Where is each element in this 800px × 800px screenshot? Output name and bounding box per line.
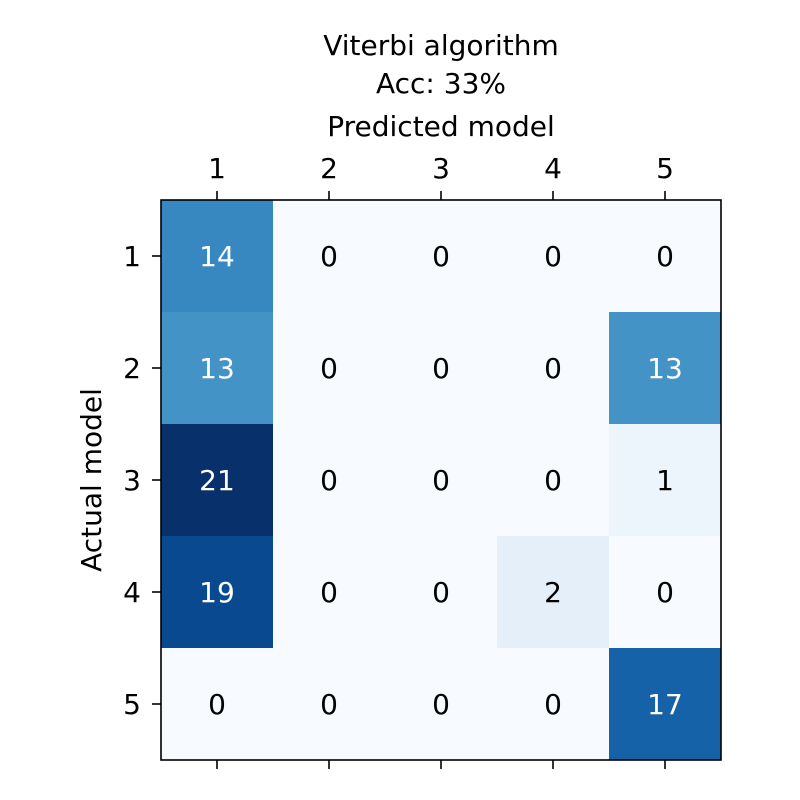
heatmap-cells xyxy=(161,200,722,761)
y-tick-label: 3 xyxy=(123,464,141,497)
heatmap-cell xyxy=(609,536,722,649)
x-tick-label: 3 xyxy=(432,152,450,185)
heatmap-cell xyxy=(273,200,386,313)
chart-title-line-1: Viterbi algorithm xyxy=(323,29,559,62)
x-axis-label: Predicted model xyxy=(327,110,555,143)
heatmap-cell xyxy=(609,424,722,537)
cell-value-label: 0 xyxy=(432,464,450,497)
cell-value-label: 0 xyxy=(544,464,562,497)
heatmap-cell xyxy=(161,200,274,313)
heatmap-cell xyxy=(273,312,386,425)
axis-ticks: 1 2 3 4 5 1 2 3 4 5 xyxy=(123,152,674,769)
cell-value-label: 1 xyxy=(656,464,674,497)
cell-value-label: 0 xyxy=(432,576,450,609)
x-tick-label: 5 xyxy=(656,152,674,185)
cell-value-label: 0 xyxy=(656,576,674,609)
heatmap-cell xyxy=(497,424,610,537)
y-tick-label: 2 xyxy=(123,352,141,385)
heatmap-cell xyxy=(385,648,498,761)
heatmap-cell xyxy=(161,648,274,761)
cell-value-label: 0 xyxy=(320,688,338,721)
cell-value-label: 19 xyxy=(199,576,235,609)
heatmap-cell xyxy=(497,200,610,313)
cell-value-label: 13 xyxy=(199,352,235,385)
heatmap-cell xyxy=(273,424,386,537)
x-tick-label: 2 xyxy=(320,152,338,185)
heatmap-cell xyxy=(273,536,386,649)
cell-value-label: 0 xyxy=(208,688,226,721)
heatmap-cell-labels: 14 0 0 0 0 13 0 0 0 13 21 0 0 0 1 19 0 0 2 0 0 0 0 0 17 xyxy=(199,240,683,721)
cell-value-label: 0 xyxy=(656,240,674,273)
cell-value-label: 0 xyxy=(320,240,338,273)
cell-value-label: 0 xyxy=(544,240,562,273)
heatmap-cell xyxy=(385,312,498,425)
y-axis-label: Actual model xyxy=(75,388,108,572)
chart-title-line-2: Acc: 33% xyxy=(376,67,506,100)
heatmap-cell xyxy=(497,536,610,649)
cell-value-label: 2 xyxy=(544,576,562,609)
cell-value-label: 13 xyxy=(647,352,683,385)
cell-value-label: 17 xyxy=(647,688,683,721)
cell-value-label: 21 xyxy=(199,464,235,497)
plot-frame xyxy=(160,199,722,761)
x-tick-label: 1 xyxy=(208,152,226,185)
cell-value-label: 0 xyxy=(544,688,562,721)
heatmap-cell xyxy=(609,200,722,313)
y-tick-label: 5 xyxy=(123,688,141,721)
cell-value-label: 0 xyxy=(320,576,338,609)
cell-value-label: 0 xyxy=(432,352,450,385)
heatmap-cell xyxy=(609,312,722,425)
heatmap-cell xyxy=(385,424,498,537)
heatmap-cell xyxy=(161,536,274,649)
cell-value-label: 0 xyxy=(432,240,450,273)
heatmap-cell xyxy=(161,312,274,425)
heatmap-cell xyxy=(609,648,722,761)
heatmap-cell xyxy=(161,424,274,537)
cell-value-label: 14 xyxy=(199,240,235,273)
cell-value-label: 0 xyxy=(544,352,562,385)
heatmap-cell xyxy=(497,312,610,425)
cell-value-label: 0 xyxy=(320,464,338,497)
heatmap-cell xyxy=(273,648,386,761)
cell-value-label: 0 xyxy=(432,688,450,721)
heatmap-cell xyxy=(385,200,498,313)
y-tick-label: 4 xyxy=(123,576,141,609)
heatmap-cell xyxy=(385,536,498,649)
heatmap-cell xyxy=(497,648,610,761)
y-tick-label: 1 xyxy=(123,240,141,273)
cell-value-label: 0 xyxy=(320,352,338,385)
x-tick-label: 4 xyxy=(544,152,562,185)
